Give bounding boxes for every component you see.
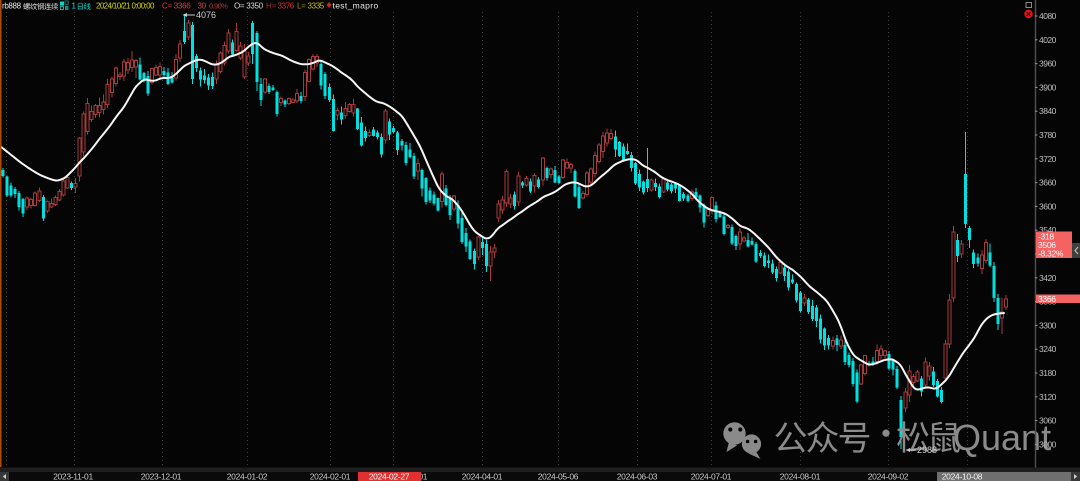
svg-text:30: 30: [198, 2, 207, 11]
svg-text:3840: 3840: [1039, 106, 1057, 116]
svg-text:2024-04-01: 2024-04-01: [462, 472, 503, 481]
svg-text:2024-01-02: 2024-01-02: [227, 472, 268, 481]
svg-text:4080: 4080: [1039, 11, 1057, 21]
svg-text:-8.32%: -8.32%: [1038, 249, 1064, 259]
svg-text:2024-08-01: 2024-08-01: [780, 472, 821, 481]
svg-text:Quant: Quant: [953, 417, 1051, 458]
svg-text:3660: 3660: [1039, 178, 1057, 188]
svg-text:3960: 3960: [1039, 59, 1057, 69]
svg-text:2024-02-01: 2024-02-01: [310, 472, 351, 481]
svg-text:3540: 3540: [1039, 225, 1057, 235]
svg-text:4076: 4076: [196, 10, 216, 20]
svg-text:3335: 3335: [308, 2, 325, 11]
svg-text:2024-02-27: 2024-02-27: [369, 472, 410, 481]
svg-text:H=: H=: [266, 2, 276, 11]
svg-text:3780: 3780: [1039, 130, 1057, 140]
svg-text:3600: 3600: [1039, 201, 1057, 211]
svg-text:2024-05-06: 2024-05-06: [538, 472, 579, 481]
svg-text:3376: 3376: [278, 2, 295, 11]
svg-text:3180: 3180: [1039, 368, 1057, 378]
svg-text:-318: -318: [1038, 232, 1054, 242]
svg-text:3120: 3120: [1039, 392, 1057, 402]
svg-text:4020: 4020: [1039, 35, 1057, 45]
svg-text:3420: 3420: [1039, 273, 1057, 283]
svg-text:rb888: rb888: [2, 2, 22, 11]
svg-text:2988: 2988: [917, 445, 937, 455]
svg-text:2023-11-01: 2023-11-01: [53, 472, 93, 481]
svg-text:1: 1: [72, 2, 77, 11]
svg-text:2024-09-02: 2024-09-02: [868, 472, 909, 481]
svg-text:3060: 3060: [1039, 416, 1057, 426]
svg-text:2023-12-01: 2023-12-01: [141, 472, 182, 481]
svg-text:3900: 3900: [1039, 82, 1057, 92]
svg-text:2024-06-03: 2024-06-03: [617, 472, 658, 481]
svg-text:0.90%: 0.90%: [209, 2, 228, 11]
svg-text:O= 3350: O= 3350: [234, 2, 264, 11]
svg-text:3506: 3506: [1038, 240, 1056, 250]
svg-text:2024-10-08: 2024-10-08: [942, 472, 983, 481]
svg-text:3300: 3300: [1039, 320, 1057, 330]
svg-text:3000: 3000: [1039, 439, 1057, 449]
svg-text:3366: 3366: [1038, 294, 1056, 304]
svg-text:C= 3366: C= 3366: [162, 2, 191, 11]
svg-text:2024/10/21 0:00:00: 2024/10/21 0:00:00: [96, 2, 155, 11]
svg-text:3240: 3240: [1039, 344, 1057, 354]
svg-text:L=: L=: [297, 2, 306, 11]
svg-text:3720: 3720: [1039, 154, 1057, 164]
svg-text:2024-07-01: 2024-07-01: [691, 472, 732, 481]
svg-text:test_mapro: test_mapro: [333, 1, 379, 11]
